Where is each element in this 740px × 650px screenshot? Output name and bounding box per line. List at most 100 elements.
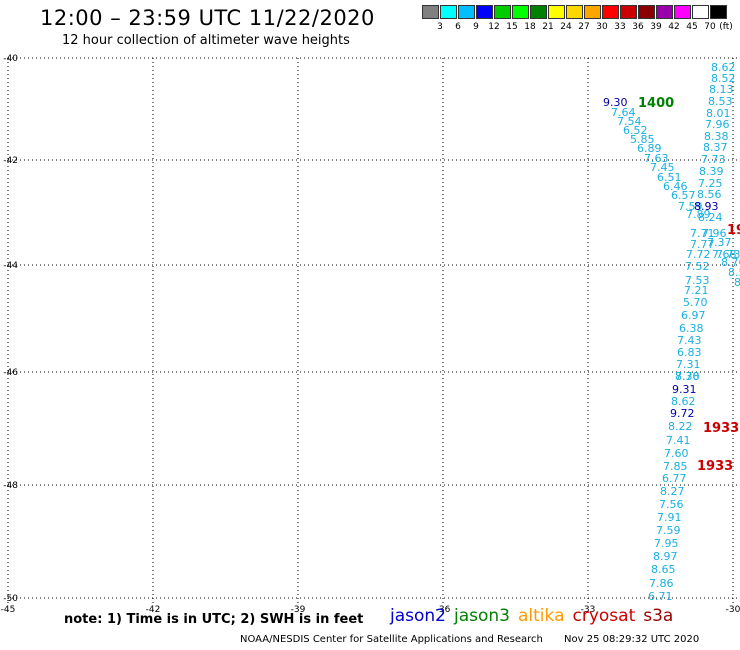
wave-height-value: 7.56 (659, 498, 684, 511)
footer: NOAA/NESDIS Center for Satellite Applica… (240, 634, 717, 645)
wave-height-value: 8.5 (728, 266, 740, 279)
legend-label: 33 (614, 22, 626, 32)
wave-height-value: 7.96 (705, 118, 730, 131)
wave-height-value: 8.56 (697, 188, 722, 201)
wave-height-value: 6.71 (648, 590, 673, 603)
wave-height-value: 8.22 (668, 420, 693, 433)
wave-height-value: 7.21 (684, 284, 709, 297)
legend-label: 39 (650, 22, 662, 32)
satellite-altika: altika (518, 606, 565, 626)
wave-height-value: 7.68 (712, 248, 737, 261)
x-tick-label: -30 (726, 605, 740, 615)
legend-swatch (620, 5, 637, 19)
wave-height-value: 8.38 (704, 130, 729, 143)
wave-height-value: 8.62 (711, 61, 736, 74)
wave-height-value: 7.52 (685, 260, 710, 273)
wave-height-value: 7.85 (663, 460, 688, 473)
wave-height-value: 7.77 (690, 238, 715, 251)
wave-height-value: 7.95 (654, 537, 679, 550)
legend-label: 70 (704, 22, 716, 32)
wave-height-value: 6.52 (623, 124, 648, 137)
x-tick-label: -45 (1, 605, 16, 615)
footer-timestamp: Nov 25 08:29:32 UTC 2020 (564, 634, 700, 645)
wave-height-value: 7.41 (666, 434, 691, 447)
satellite-s3a: s3a (643, 606, 674, 626)
legend-swatch (602, 5, 619, 19)
wave-height-value: 8.76 (721, 256, 740, 269)
wave-height-value: 8.13 (709, 83, 734, 96)
wave-height-value: 7.37 (707, 236, 732, 249)
legend-label: 30 (596, 22, 608, 32)
satellite-jason2: jason2 (390, 606, 446, 626)
wave-height-value: 7.63 (644, 152, 669, 165)
wave-height-value: 5.85 (630, 133, 655, 146)
y-tick-label: -50 (3, 594, 18, 604)
legend-label: 3 (437, 22, 443, 32)
legend-swatch (584, 5, 601, 19)
legend-swatch (494, 5, 511, 19)
wave-height-value: 7.25 (698, 177, 723, 190)
wave-height-value: 6.46 (663, 180, 688, 193)
legend-label: 36 (632, 22, 644, 32)
satellite-jason3: jason3 (454, 606, 510, 626)
y-tick-label: -44 (3, 261, 18, 271)
wave-height-value: 7.59 (678, 200, 703, 213)
legend-swatch (656, 5, 673, 19)
wave-height-value: 5.70 (683, 296, 708, 309)
legend-swatch (674, 5, 691, 19)
wave-height-value: 7.59 (656, 524, 681, 537)
wave-height-value: 7.72 (686, 248, 711, 261)
wave-height-value: 7.73 (701, 153, 726, 166)
wave-height-value: 7.89 (686, 208, 711, 221)
pass-time-label: 1400 (638, 96, 674, 111)
wave-height-value: 6.77 (662, 472, 687, 485)
wave-height-value: 8.30 (675, 370, 700, 383)
wave-height-value: 7.86 (649, 577, 674, 590)
wave-height-value-highlight: 9.30 (603, 96, 628, 109)
wave-height-value: 7.54 (617, 115, 642, 128)
wave-height-value: 8.97 (653, 550, 678, 563)
wave-height-value: 8.39 (699, 165, 724, 178)
wave-height-value: 6.38 (679, 322, 704, 335)
wave-height-value: 8.62 (671, 395, 696, 408)
legend-label: 12 (488, 22, 500, 32)
wave-height-value: 8.24 (698, 211, 723, 224)
legend-label: 42 (668, 22, 680, 32)
legend-swatch (512, 5, 529, 19)
legend-label: 24 (560, 22, 572, 32)
legend-swatch (476, 5, 493, 19)
wave-height-value: 8.01 (706, 107, 731, 120)
satellite-legend: jason2 jason3 altika cryosat s3a (390, 606, 681, 626)
wave-height-value: 8 (734, 276, 740, 289)
wave-height-value: 8.52 (711, 72, 736, 85)
legend-label: 18 (524, 22, 536, 32)
legend-label: 21 (542, 22, 554, 32)
x-tick-label: -36 (436, 605, 451, 615)
wave-height-value-highlight: 9.72 (670, 407, 695, 420)
wave-height-value-highlight: 8.93 (694, 200, 719, 213)
wave-height-value: 7.71 (690, 227, 715, 240)
legend-swatch (422, 5, 439, 19)
legend-swatch (458, 5, 475, 19)
x-tick-label: -33 (581, 605, 596, 615)
legend-swatch (692, 5, 709, 19)
wave-height-value: 7.78 (675, 370, 700, 383)
legend-label: 45 (686, 22, 698, 32)
legend-unit: (ft) (719, 22, 733, 32)
legend-label: 27 (578, 22, 590, 32)
legend-swatch (440, 5, 457, 19)
axis-ticks: -45 -42 -39 -36 -33 -30 -40 -42 -44 -46 -48 -50 (1, 54, 740, 615)
wave-height-value: 7.53 (685, 274, 710, 287)
wave-height-value: 8.53 (708, 95, 733, 108)
map-subtitle: 12 hour collection of altimeter wave hei… (62, 33, 350, 48)
satellite-cryosat: cryosat (572, 606, 636, 626)
legend-swatch (548, 5, 565, 19)
wave-height-value: 8.65 (651, 563, 676, 576)
wave-height-value: 7.91 (657, 511, 682, 524)
pass-time-label: 1933 (703, 421, 739, 436)
wave-height-value: 7.96 (702, 227, 727, 240)
legend-label: 9 (473, 22, 479, 32)
wave-height-value: 6.97 (681, 309, 706, 322)
wave-height-value: 7.43 (677, 334, 702, 347)
wave-height-value: 6.57 (671, 189, 696, 202)
